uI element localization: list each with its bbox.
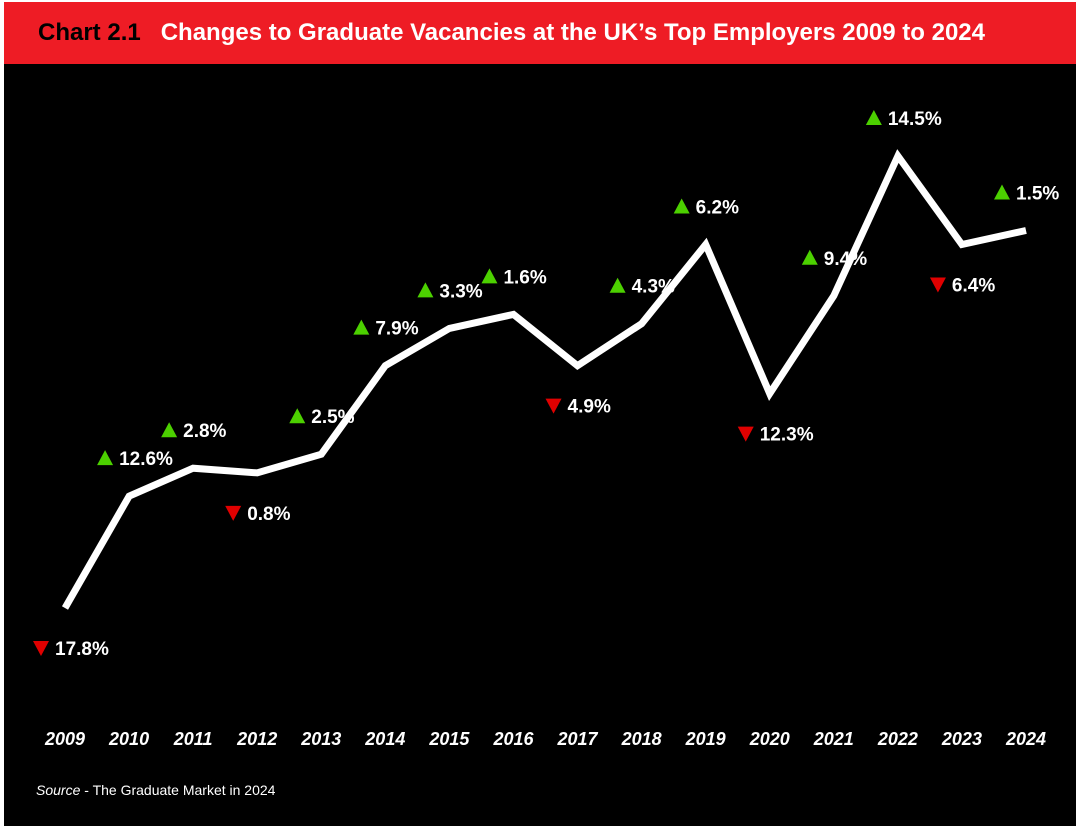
source-separator: -	[80, 782, 93, 798]
up-arrow-icon	[994, 184, 1010, 200]
source-text: The Graduate Market in 2024	[92, 782, 276, 798]
change-label: 17.8%	[33, 639, 109, 660]
change-value: 9.4%	[824, 249, 867, 270]
x-tick-label: 2021	[813, 729, 854, 749]
change-value: 1.5%	[1016, 184, 1059, 205]
change-label: 4.9%	[545, 397, 611, 418]
up-arrow-icon	[417, 282, 434, 298]
change-value: 1.6%	[503, 267, 546, 288]
down-arrow-icon	[737, 426, 754, 442]
change-label: 2.5%	[289, 407, 355, 428]
change-label: 9.4%	[801, 249, 867, 270]
x-tick-label: 2010	[108, 729, 149, 749]
up-arrow-icon	[673, 198, 690, 214]
change-value: 4.3%	[632, 277, 675, 298]
down-arrow-icon	[929, 277, 946, 293]
down-arrow-icon	[545, 398, 562, 414]
up-arrow-icon	[97, 450, 114, 466]
title-bar: Chart 2.1 Changes to Graduate Vacancies …	[4, 2, 1076, 64]
x-tick-label: 2018	[621, 729, 662, 749]
change-label: 1.6%	[481, 267, 547, 288]
change-label: 12.3%	[737, 425, 814, 446]
x-tick-label: 2020	[749, 729, 790, 749]
change-value: 2.5%	[311, 407, 354, 428]
change-label: 3.3%	[417, 281, 483, 302]
x-tick-label: 2014	[364, 729, 405, 749]
x-tick-label: 2011	[173, 729, 213, 749]
change-label: 4.3%	[609, 277, 675, 298]
source-label: Source	[36, 782, 81, 798]
change-value: 6.4%	[952, 276, 995, 297]
change-value: 3.3%	[439, 281, 482, 302]
change-value: 14.5%	[888, 109, 942, 130]
change-value: 2.8%	[183, 421, 226, 442]
change-label: 6.2%	[673, 198, 739, 219]
x-tick-label: 2012	[236, 729, 277, 749]
x-tick-label: 2017	[557, 729, 599, 749]
change-label: 6.4%	[929, 276, 995, 297]
change-label: 1.5%	[994, 184, 1059, 205]
down-arrow-icon	[33, 641, 49, 656]
x-tick-label: 2019	[685, 729, 726, 749]
up-arrow-icon	[609, 277, 626, 293]
series-line	[61, 149, 1027, 610]
x-tick-label: 2016	[492, 729, 534, 749]
up-arrow-icon	[481, 268, 498, 284]
down-arrow-icon	[225, 505, 242, 521]
change-value: 12.3%	[760, 425, 814, 446]
up-arrow-icon	[289, 408, 306, 424]
chart-title: Changes to Graduate Vacancies at the UK’…	[160, 19, 985, 46]
x-tick-label: 2023	[941, 729, 982, 749]
change-label: 14.5%	[865, 109, 942, 130]
change-value: 0.8%	[247, 504, 290, 525]
chart-number: Chart 2.1	[38, 19, 141, 46]
change-value: 17.8%	[55, 639, 109, 660]
chart-frame: Chart 2.1 Changes to Graduate Vacancies …	[4, 2, 1076, 826]
up-arrow-icon	[161, 422, 178, 438]
x-tick-label: 2015	[428, 729, 470, 749]
line-chart: 17.8% 12.6% 2.8% 0.8% 2.5% 7.9% 3.3% 1.6% 4.9% 4.…	[33, 109, 1059, 749]
up-arrow-icon	[353, 319, 370, 335]
x-tick-label: 2022	[877, 729, 918, 749]
up-arrow-icon	[865, 109, 882, 125]
source-note: Source - The Graduate Market in 2024	[36, 782, 275, 798]
change-value: 4.9%	[568, 397, 611, 418]
change-label: 0.8%	[225, 504, 291, 525]
up-arrow-icon	[801, 249, 818, 265]
change-label: 2.8%	[161, 421, 227, 442]
x-tick-label: 2024	[1005, 729, 1046, 749]
x-tick-label: 2013	[300, 729, 341, 749]
change-label: 7.9%	[353, 319, 419, 340]
change-value: 12.6%	[119, 449, 173, 470]
x-tick-label: 2009	[44, 729, 85, 749]
change-label: 12.6%	[97, 449, 173, 470]
change-value: 7.9%	[375, 319, 418, 340]
change-value: 6.2%	[696, 198, 739, 219]
